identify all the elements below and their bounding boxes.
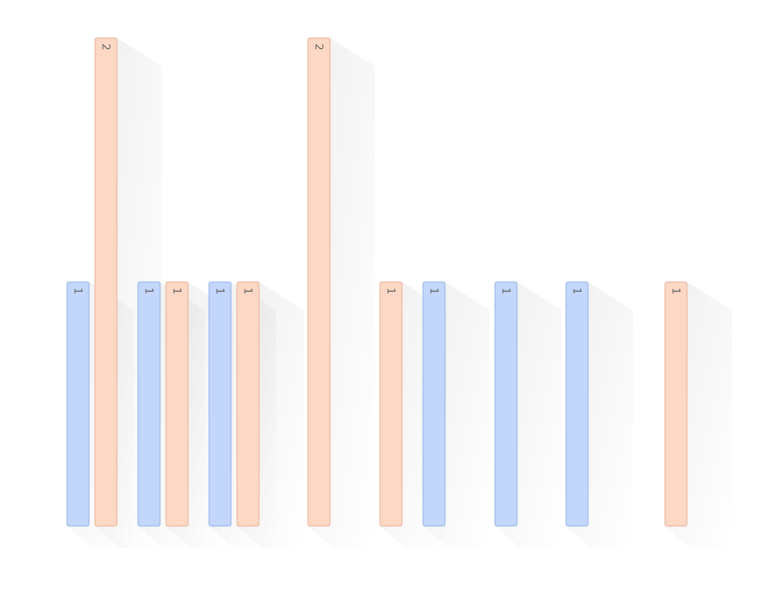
bar-4 xyxy=(165,281,189,527)
bars-group xyxy=(66,37,688,527)
bar-2 xyxy=(94,37,118,527)
bar-value-label: 1 xyxy=(385,288,398,295)
bar-value-label: 1 xyxy=(72,288,85,295)
bar-6 xyxy=(236,281,260,527)
bar-value-label: 2 xyxy=(100,44,113,51)
bar-value-label: 1 xyxy=(428,288,441,295)
bar-value-label: 1 xyxy=(500,288,513,295)
bar-value-label: 1 xyxy=(214,288,227,295)
bar-7 xyxy=(307,37,331,527)
bar-5 xyxy=(208,281,232,527)
bar-value-label: 1 xyxy=(242,288,255,295)
bar-value-label: 1 xyxy=(143,288,156,295)
bar-9 xyxy=(422,281,446,527)
bar-value-label: 1 xyxy=(171,288,184,295)
bar-value-label: 1 xyxy=(670,288,683,295)
bar-3 xyxy=(137,281,161,527)
bar-8 xyxy=(379,281,403,527)
bar-value-label: 2 xyxy=(313,44,326,51)
bar-1 xyxy=(66,281,90,527)
bar-12 xyxy=(664,281,688,527)
bar-11 xyxy=(565,281,589,527)
bar-value-label: 1 xyxy=(571,288,584,295)
bar-labels-group: 1 2 1 1 1 1 2 1 1 1 1 1 xyxy=(72,44,683,295)
bar-10 xyxy=(494,281,518,527)
